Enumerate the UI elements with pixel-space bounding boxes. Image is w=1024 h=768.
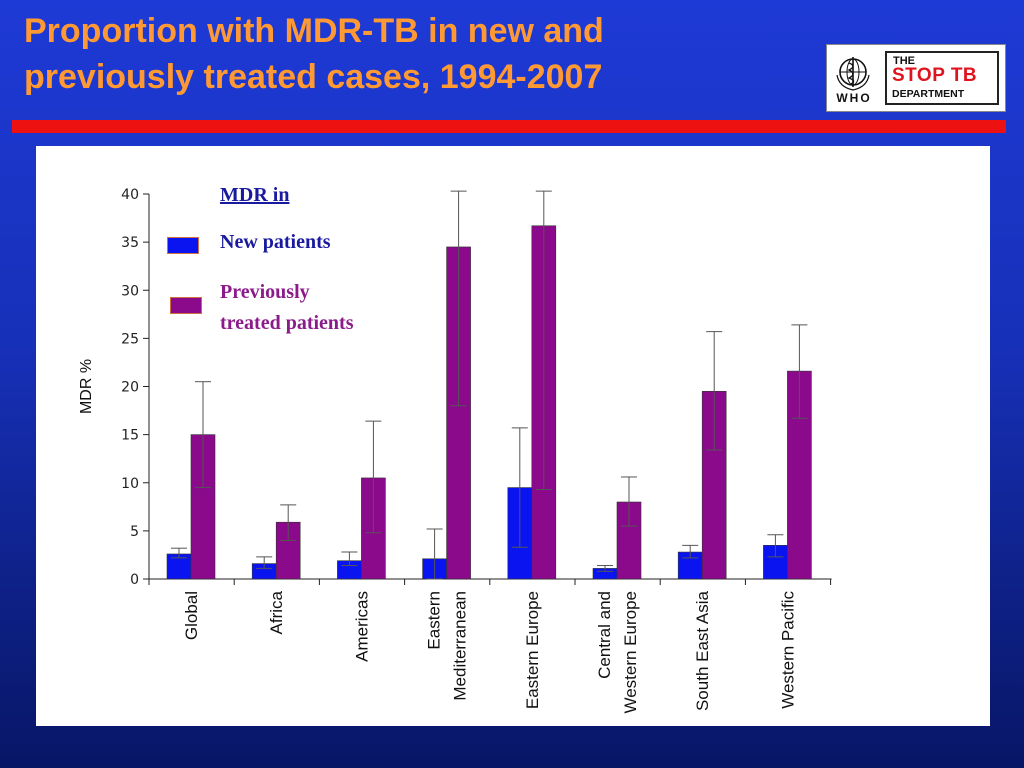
x-category-label: Central and — [595, 591, 614, 679]
who-emblem-icon — [836, 57, 870, 91]
stoptb-main: STOP TB — [892, 65, 978, 86]
y-axis-label: MDR % — [78, 359, 95, 414]
y-tick-label: 40 — [121, 187, 139, 203]
y-tick-label: 20 — [121, 380, 139, 396]
stoptb-department: DEPARTMENT — [892, 88, 965, 100]
slide-title-line-2: previously treated cases, 1994-2007 — [24, 58, 603, 96]
y-tick-label: 15 — [121, 428, 139, 444]
y-tick-label: 0 — [130, 572, 139, 588]
slide-title: Proportion with MDR-TB in new and previo… — [24, 8, 784, 100]
title-rule — [12, 120, 1006, 133]
legend-label-new: New patients — [220, 231, 331, 253]
y-tick-label: 35 — [121, 235, 139, 251]
y-tick-label: 30 — [121, 283, 139, 299]
x-category-label: Global — [182, 591, 201, 640]
chart-panel: 0 5 10 15 20 25 30 35 40 MDR % Global Africa America… — [36, 146, 990, 726]
legend-title: MDR in — [220, 184, 290, 206]
y-tick-label: 5 — [130, 524, 139, 540]
slide-title-line-1: Proportion with MDR-TB in new and — [24, 12, 604, 50]
x-category-label: Americas — [352, 591, 371, 662]
bar-chart: 0 5 10 15 20 25 30 35 40 MDR % Global Africa America… — [78, 187, 832, 714]
y-tick-label: 10 — [121, 476, 139, 492]
legend-label-previous: Previously treated patients — [220, 281, 354, 334]
x-category-label: Eastern Europe — [523, 591, 542, 709]
x-category-label: Eastern — [425, 591, 444, 650]
x-category-label: South East Asia — [693, 590, 712, 711]
stoptb-badge: THE STOP TB DEPARTMENT — [885, 51, 999, 105]
who-stoptb-logo: WHO THE STOP TB DEPARTMENT — [826, 44, 1006, 112]
x-category-label: Western Pacific — [778, 591, 797, 709]
x-category-label: Western Europe — [621, 591, 640, 714]
who-text: WHO — [836, 91, 872, 105]
legend-swatch-new — [167, 237, 199, 254]
x-category-label: Mediterranean — [451, 591, 470, 701]
x-category-label: Africa — [267, 590, 286, 634]
stoptb-the: THE — [893, 55, 915, 67]
legend-swatch-previous — [170, 297, 202, 314]
y-tick-label: 25 — [121, 331, 139, 347]
